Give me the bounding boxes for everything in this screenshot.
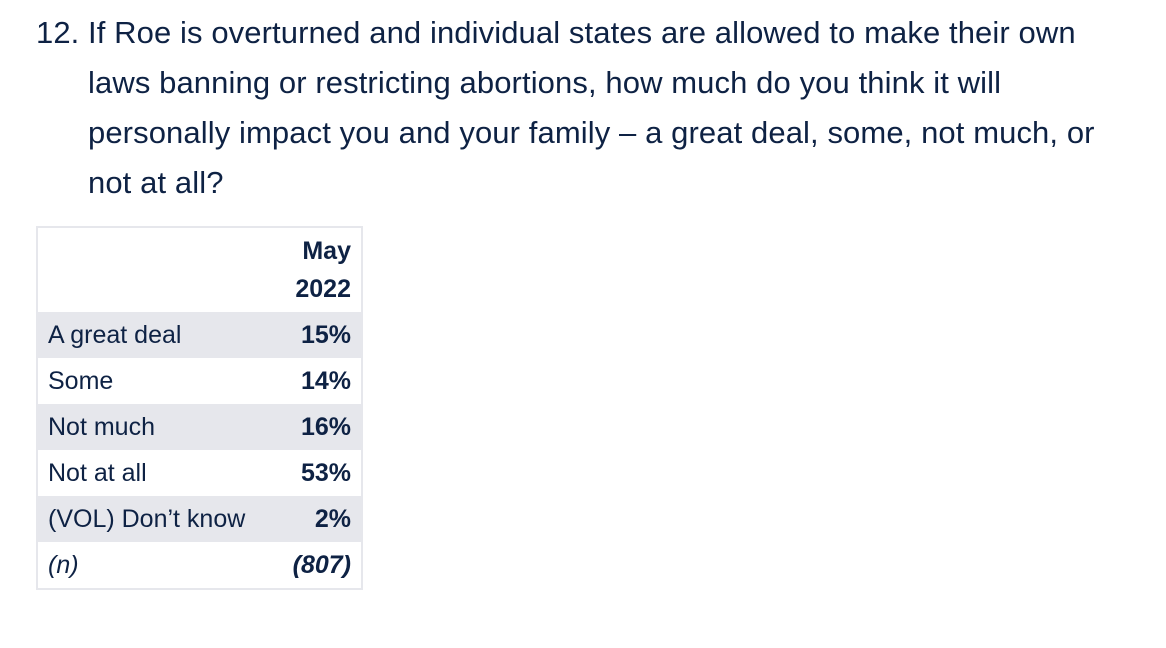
row-label: A great deal — [48, 320, 182, 349]
row-label: (VOL) Don’t know — [48, 504, 246, 533]
row-value: 15% — [300, 320, 351, 349]
row-label: Not much — [48, 412, 155, 441]
question-text: If Roe is overturned and individual stat… — [88, 15, 1095, 200]
table-row-dont-know: (VOL) Don’t know 2% — [38, 496, 361, 542]
column-header-month: May — [302, 237, 351, 265]
table-row-sample-size: (n) (807) — [38, 542, 361, 588]
column-header-year: 2022 — [295, 275, 351, 303]
results-table: May 2022 A great deal 15% Some 14% Not m… — [36, 226, 363, 590]
question-block: 12. If Roe is overturned and individual … — [36, 8, 1146, 208]
row-label: Not at all — [48, 458, 147, 487]
row-value: 53% — [300, 458, 351, 487]
table-row-some: Some 14% — [38, 358, 361, 404]
table-header: May 2022 — [38, 228, 361, 312]
row-value: (807) — [292, 550, 351, 579]
table-row-not-much: Not much 16% — [38, 404, 361, 450]
row-value: 16% — [300, 412, 351, 441]
row-value: 14% — [300, 366, 351, 395]
question-number: 12. — [36, 15, 80, 50]
table-row-not-at-all: Not at all 53% — [38, 450, 361, 496]
table-row-a-great-deal: A great deal 15% — [38, 312, 361, 358]
row-label: (n) — [48, 550, 79, 579]
row-value: 2% — [314, 504, 351, 533]
row-label: Some — [48, 366, 114, 395]
column-header-may-2022: May 2022 — [251, 232, 361, 308]
